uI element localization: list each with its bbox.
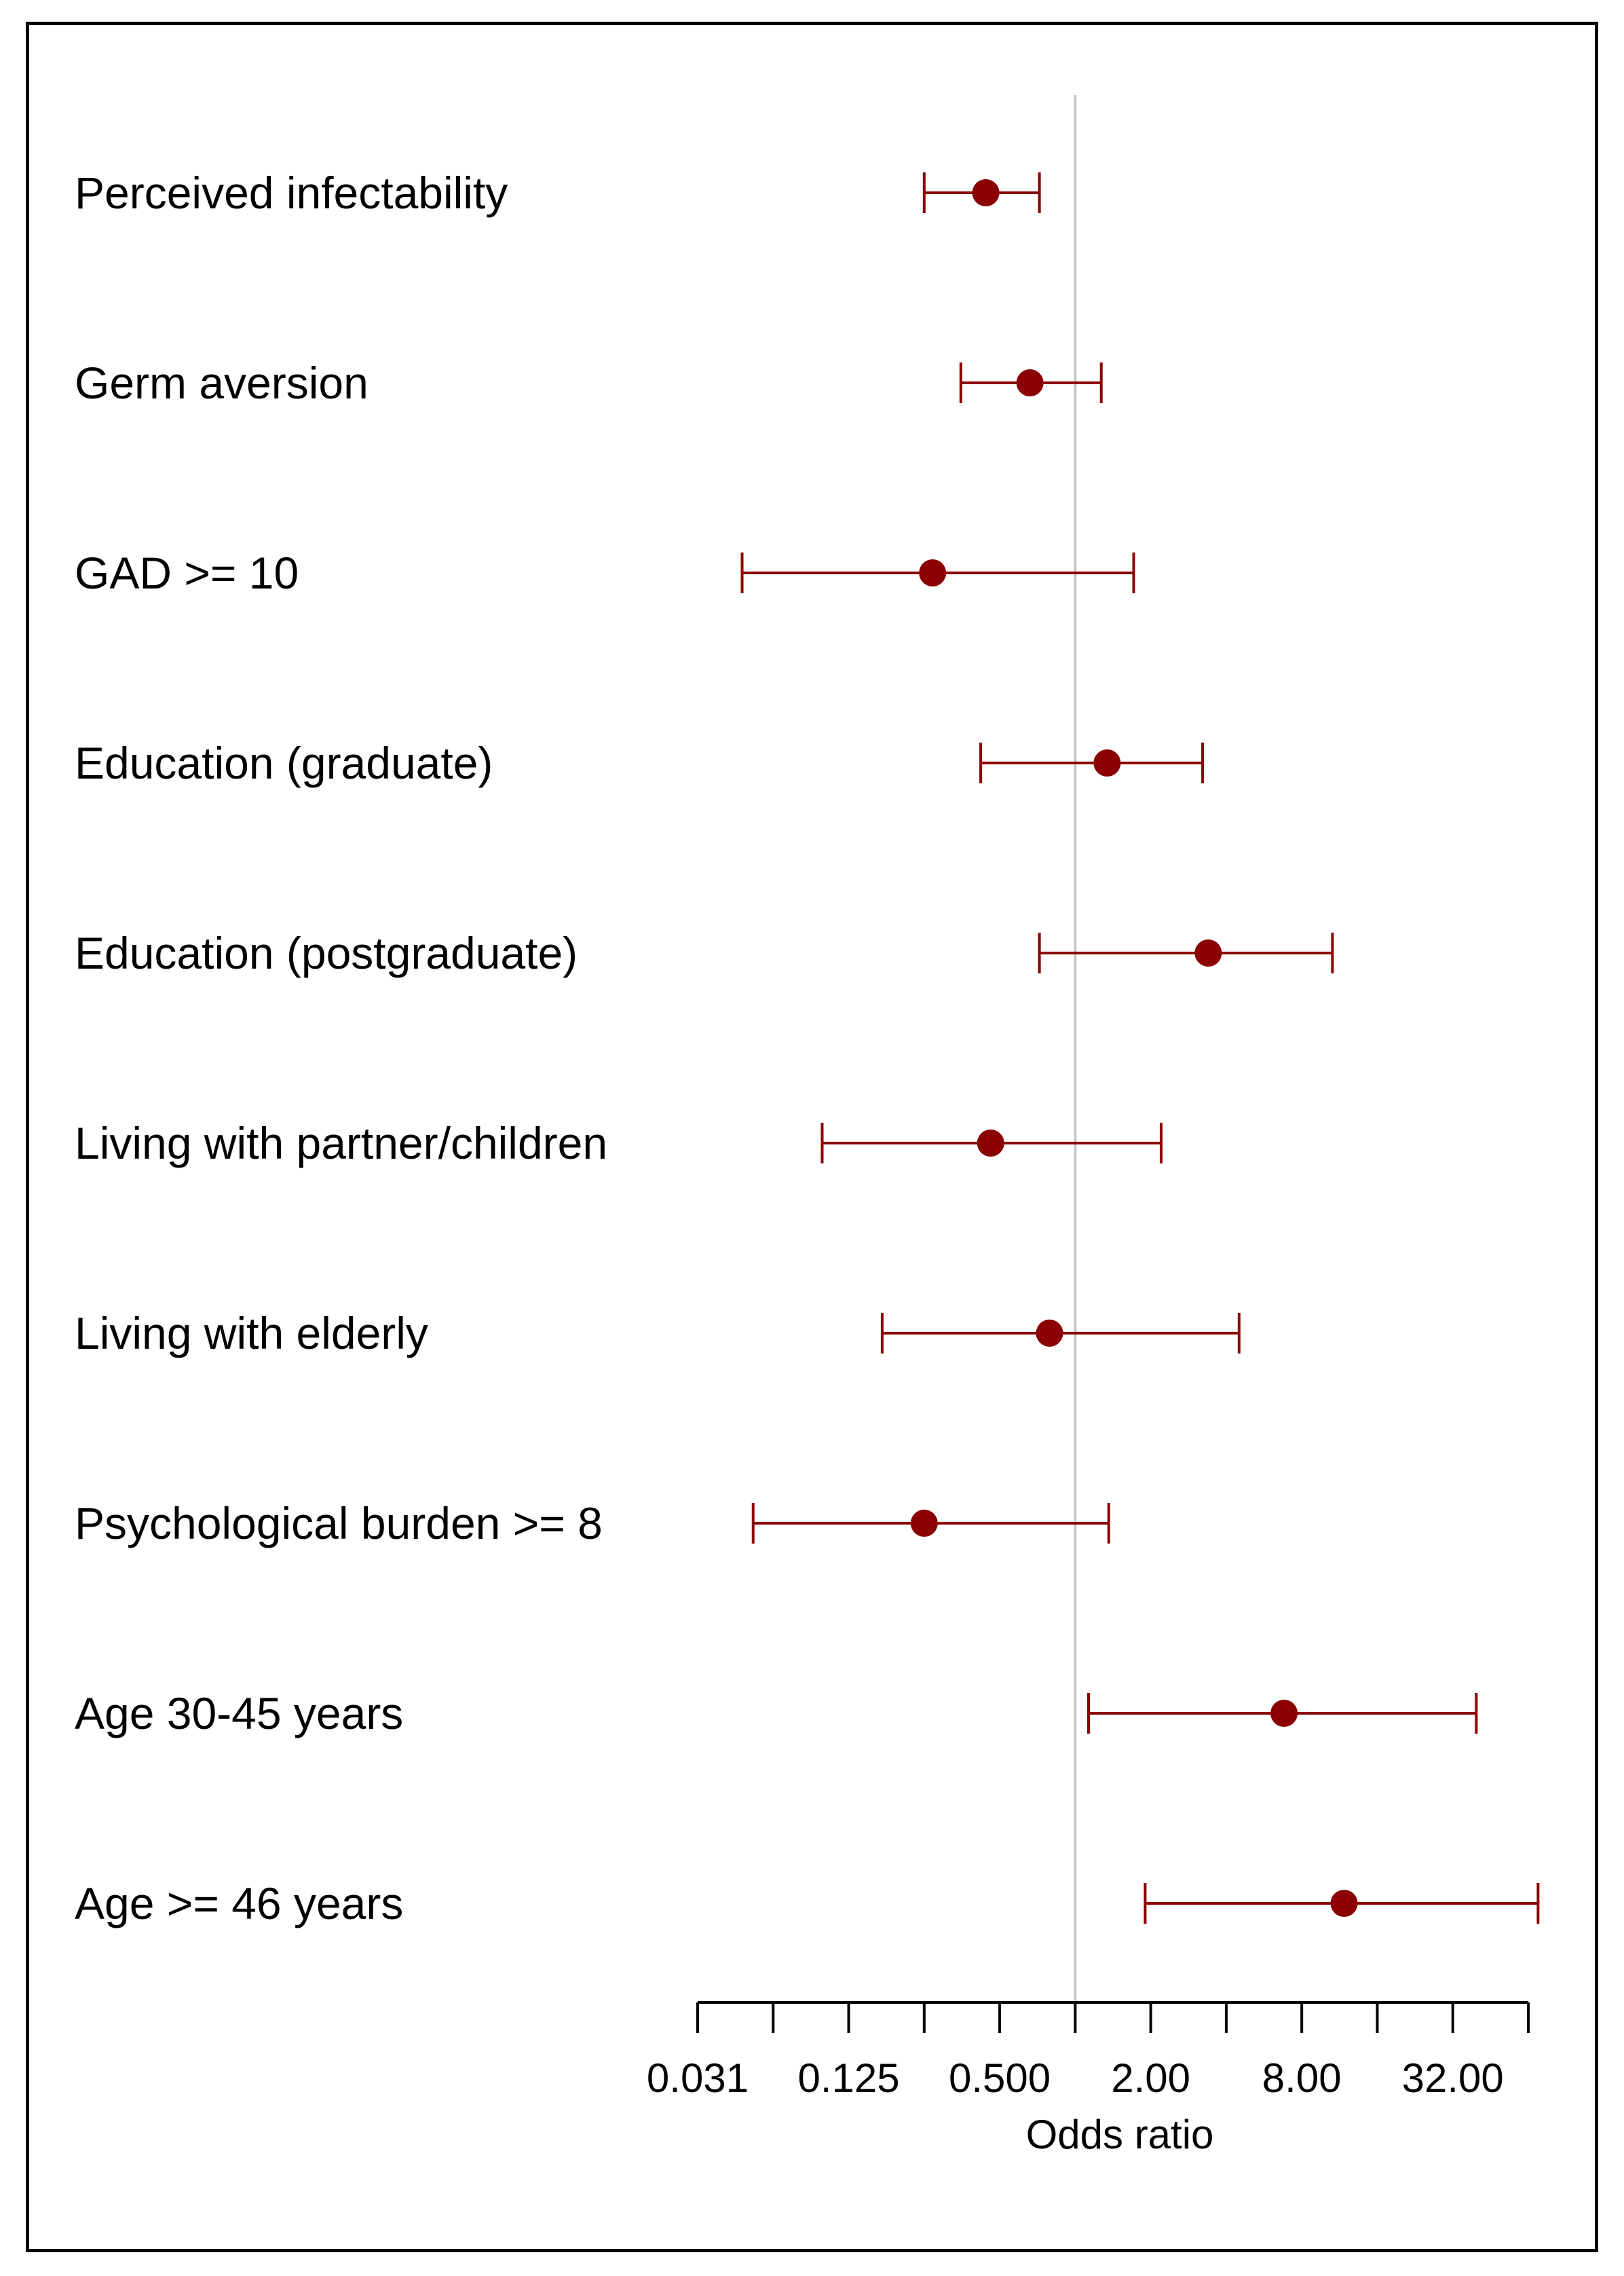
x-tick-label: 0.500	[949, 2055, 1051, 2101]
chart-frame	[26, 22, 1598, 2252]
row-label: Living with elderly	[75, 1308, 428, 1358]
forest-row: Age >= 46 years	[75, 1878, 1540, 1928]
row-label: Psychological burden >= 8	[75, 1498, 603, 1548]
row-label: Germ aversion	[75, 358, 369, 408]
forest-row: Living with partner/children	[75, 1118, 1163, 1168]
odds-ratio-point	[972, 179, 1000, 206]
odds-ratio-point	[1330, 1890, 1358, 1917]
odds-ratio-point	[910, 1510, 938, 1537]
rows: Perceived infectability Germ aversion GAD …	[75, 168, 1540, 1928]
forest-row: Psychological burden >= 8	[75, 1498, 1110, 1548]
x-tick-label: 32.00	[1402, 2055, 1504, 2101]
forest-row: Germ aversion	[75, 358, 1103, 408]
odds-ratio-point	[1036, 1320, 1063, 1347]
x-tick-label: 8.00	[1262, 2055, 1342, 2101]
forest-row: Perceived infectability	[75, 168, 1041, 218]
forest-row: Age 30-45 years	[75, 1688, 1478, 1738]
forest-row: Living with elderly	[75, 1308, 1241, 1358]
x-tick-label: 0.031	[647, 2055, 749, 2101]
row-label: Living with partner/children	[75, 1118, 607, 1168]
row-label: Education (graduate)	[75, 738, 493, 788]
odds-ratio-point	[1194, 939, 1222, 967]
row-label: Age >= 46 years	[75, 1878, 403, 1928]
x-axis-title: Odds ratio	[1026, 2112, 1214, 2157]
x-axis: 0.031 0.125 0.500 2.00 8.00 32.00	[647, 2001, 1530, 2101]
odds-ratio-point	[977, 1130, 1004, 1157]
forest-row: Education (postgraduate)	[75, 928, 1334, 978]
odds-ratio-point	[1270, 1700, 1298, 1727]
odds-ratio-point	[1093, 749, 1121, 777]
odds-ratio-point	[1016, 369, 1044, 396]
odds-ratio-point	[919, 559, 947, 586]
forest-row: GAD >= 10	[75, 548, 1135, 598]
row-label: Education (postgraduate)	[75, 928, 578, 978]
forest-row: Education (graduate)	[75, 738, 1205, 788]
row-label: GAD >= 10	[75, 548, 299, 598]
row-label: Perceived infectability	[75, 168, 508, 218]
x-tick-label: 2.00	[1111, 2055, 1190, 2101]
x-tick-label: 0.125	[797, 2055, 899, 2101]
row-label: Age 30-45 years	[75, 1688, 403, 1738]
